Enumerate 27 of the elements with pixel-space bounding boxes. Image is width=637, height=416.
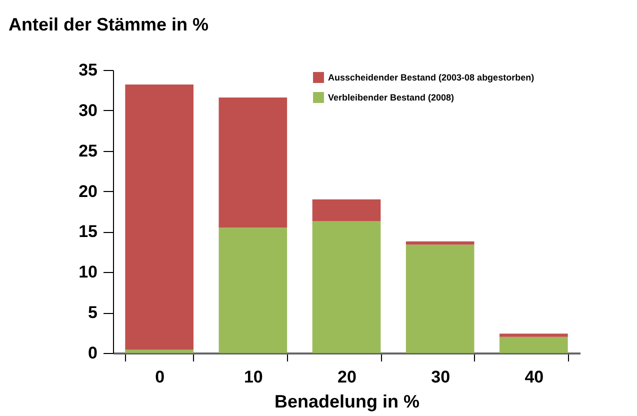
bar [125, 350, 194, 353]
bar [406, 241, 474, 245]
y-tick-label: 25 [78, 141, 98, 160]
bar [500, 336, 568, 353]
bar [312, 199, 381, 222]
legend-label: Verbleibender Bestand (2008) [328, 92, 454, 102]
y-tick-label: 0 [88, 344, 98, 362]
bar [125, 84, 194, 350]
x-axis-title: Benadelung in % [274, 392, 420, 412]
y-tick-label: 5 [88, 303, 98, 322]
y-tick-label: 10 [78, 262, 98, 282]
bar [500, 334, 568, 337]
x-tick-label: 20 [338, 368, 356, 386]
bar [312, 221, 381, 353]
bar [218, 97, 288, 228]
legend-label: Ausscheidender Bestand (2003-08 abgestorben) [328, 72, 534, 82]
x-tick-label: 30 [431, 368, 450, 386]
y-tick-label: 35 [78, 60, 98, 80]
y-tick-label: 30 [78, 100, 98, 120]
x-tick-label: 0 [155, 368, 165, 386]
x-tick-label: 10 [244, 368, 263, 386]
y-axis-title: Anteil der Stämme in % [8, 14, 209, 34]
y-tick-label: 20 [78, 182, 98, 201]
bar [218, 228, 288, 353]
y-tick-label: 15 [78, 222, 98, 242]
bar [406, 244, 474, 353]
x-tick-label: 40 [524, 368, 544, 386]
